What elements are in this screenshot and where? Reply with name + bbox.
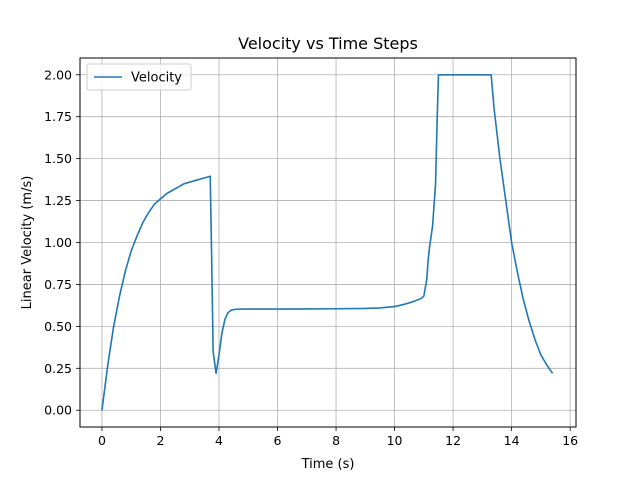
x-tick-label: 10: [387, 433, 403, 448]
x-tick-label: 8: [332, 433, 340, 448]
series-line-velocity: [101, 73, 554, 411]
series-layer: [101, 73, 554, 411]
y-tick-label: 1.50: [44, 151, 72, 166]
legend: Velocity: [86, 63, 192, 91]
x-tick-label: 6: [274, 433, 282, 448]
y-tick-label: 0.25: [44, 361, 72, 376]
legend-label-velocity: Velocity: [131, 71, 182, 86]
y-axis-label: Linear Velocity (m/s): [20, 176, 35, 310]
x-axis-label: Time (s): [301, 457, 355, 472]
x-tick-label: 12: [445, 433, 461, 448]
y-tick-label: 1.25: [44, 193, 72, 208]
x-tick-label: 4: [215, 433, 223, 448]
y-tick-label: 1.75: [44, 109, 72, 124]
y-tick-label: 2.00: [44, 67, 72, 82]
legend-box: [86, 63, 192, 91]
y-tick-label: 0.50: [44, 319, 72, 334]
x-tick-label: 14: [504, 433, 520, 448]
chart-title: Velocity vs Time Steps: [238, 34, 418, 53]
y-tick-label: 0.00: [44, 403, 72, 418]
x-tick-label: 2: [156, 433, 164, 448]
x-tick-label: 16: [562, 433, 578, 448]
y-tick-label: 1.00: [44, 235, 72, 250]
x-tick-label: 0: [98, 433, 106, 448]
y-tick-label: 0.75: [44, 277, 72, 292]
axis-ticks: 0 2 4 6 8 10 12 14 16 0.00 0.25 0.50 0.75 1.00 1.25 1.5…: [44, 67, 578, 448]
